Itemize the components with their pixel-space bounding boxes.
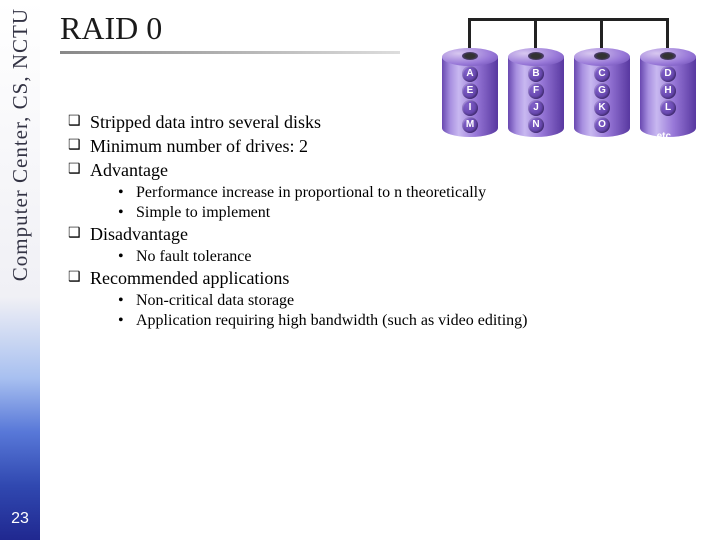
- disk-block-label: J: [528, 100, 544, 116]
- disk-block-label: M: [462, 117, 478, 133]
- wire-vertical: [600, 18, 603, 48]
- sidebar-text: Computer Center, CS, NCTU: [8, 8, 33, 281]
- disk-labels: AEIM: [442, 66, 498, 133]
- sidebar: Computer Center, CS, NCTU 23: [0, 0, 40, 540]
- sub-bullet-item: Non-critical data storage: [68, 292, 700, 310]
- disk-block-label: N: [528, 117, 544, 133]
- disk-block-label: D: [660, 66, 676, 82]
- disk-icon: AEIM: [442, 48, 498, 144]
- bullet-item: Recommended applications: [68, 268, 700, 289]
- disk-block-label: L: [660, 100, 676, 116]
- bullet-item: Disadvantage: [68, 224, 700, 245]
- disk-icon: DHLetc...: [640, 48, 696, 144]
- etc-label: etc...: [640, 131, 696, 142]
- wire-vertical: [666, 18, 669, 48]
- disk-labels: DHL: [640, 66, 696, 116]
- bullet-item: Advantage: [68, 160, 700, 181]
- sub-bullet-item: Simple to implement: [68, 204, 700, 222]
- disk-labels: CGKO: [574, 66, 630, 133]
- disk-labels: BFJN: [508, 66, 564, 133]
- disk-top: [442, 48, 498, 66]
- disk-top: [574, 48, 630, 66]
- disk-icon: BFJN: [508, 48, 564, 144]
- disk-top: [508, 48, 564, 66]
- title-underline: [60, 51, 400, 54]
- disk-block-label: G: [594, 83, 610, 99]
- disk-top: [640, 48, 696, 66]
- disk-block-label: B: [528, 66, 544, 82]
- disk-icon: CGKO: [574, 48, 630, 144]
- disk-block-label: O: [594, 117, 610, 133]
- wire-top: [468, 18, 668, 21]
- disk-block-label: I: [462, 100, 478, 116]
- raid-diagram: AEIMBFJNCGKODHLetc...: [442, 18, 702, 148]
- sub-bullet-item: Application requiring high bandwidth (su…: [68, 312, 700, 330]
- disk-block-label: C: [594, 66, 610, 82]
- page-number: 23: [0, 510, 40, 528]
- disk-block-label: K: [594, 100, 610, 116]
- disk-block-label: H: [660, 83, 676, 99]
- sub-bullet-item: Performance increase in proportional to …: [68, 184, 700, 202]
- disk-block-label: F: [528, 83, 544, 99]
- disk-block-label: E: [462, 83, 478, 99]
- disk-block-label: A: [462, 66, 478, 82]
- sub-bullet-item: No fault tolerance: [68, 248, 700, 266]
- wire-vertical: [468, 18, 471, 48]
- wire-vertical: [534, 18, 537, 48]
